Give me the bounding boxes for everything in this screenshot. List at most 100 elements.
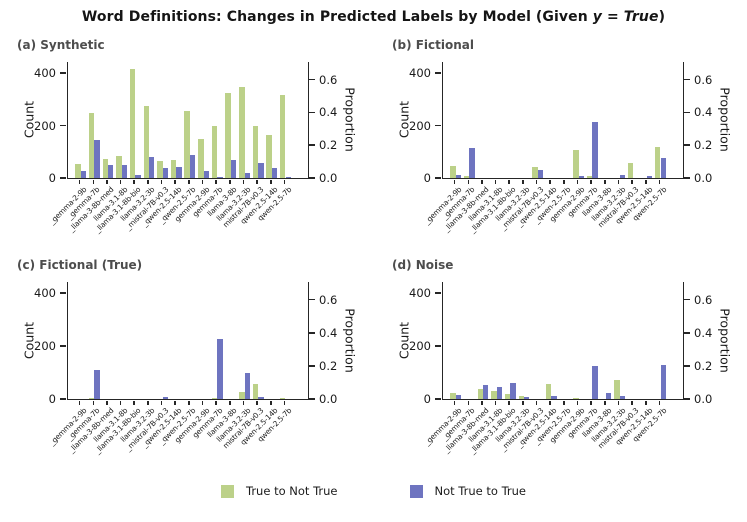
x-tick: [522, 179, 524, 184]
bar-true-to-not-true: [573, 149, 579, 178]
x-tick: [174, 400, 176, 405]
x-tick: [283, 400, 286, 405]
x-tick: [576, 400, 579, 405]
x-tick: [270, 179, 272, 184]
x-tick: [174, 179, 176, 184]
bar-true-to-not-true: [116, 155, 122, 178]
count-axis-label: Count: [21, 100, 37, 139]
proportion-tick-label: 0.4: [319, 325, 338, 340]
count-tick: [60, 292, 66, 294]
x-tick: [119, 179, 122, 184]
bar-not-true-to-true: [148, 157, 155, 178]
page-title-suffix: ): [658, 9, 666, 25]
proportion-tick-label: 0.2: [319, 138, 338, 153]
bar-true-to-not-true: [211, 397, 218, 399]
legend-swatch-green: [220, 484, 234, 498]
bar-true-to-not-true: [225, 92, 231, 178]
x-tick: [658, 179, 661, 184]
proportion-tick-label: 0.2: [694, 138, 713, 153]
count-tick-label: 0: [423, 171, 431, 185]
x-tick: [563, 400, 565, 405]
bar-not-true-to-true: [217, 176, 223, 178]
bar-not-true-to-true: [285, 176, 291, 178]
x-tick: [494, 179, 497, 184]
bar-true-to-not-true: [143, 106, 149, 178]
bar-not-true-to-true: [592, 121, 598, 178]
plot-area: [442, 62, 684, 179]
bar-not-true-to-true: [660, 158, 666, 178]
x-tick: [215, 400, 217, 405]
proportion-tick: [309, 398, 315, 400]
count-tick-label: 400: [409, 286, 431, 301]
x-tick: [160, 400, 163, 405]
bar-not-true-to-true: [592, 366, 598, 399]
bar-true-to-not-true: [573, 397, 579, 399]
x-tick: [453, 179, 456, 184]
bar-not-true-to-true: [94, 139, 100, 178]
bar-not-true-to-true: [258, 162, 264, 178]
proportion-tick: [684, 332, 690, 334]
bar-true-to-not-true: [627, 162, 634, 178]
bar-not-true-to-true: [217, 338, 223, 399]
x-tick: [467, 400, 469, 405]
proportion-tick: [309, 298, 315, 301]
x-tick: [229, 179, 231, 184]
count-axis-label: Count: [21, 321, 37, 359]
x-tick: [453, 400, 456, 405]
count-tick: [60, 72, 66, 74]
bar-true-to-not-true: [586, 176, 593, 178]
proportion-tick: [684, 398, 690, 400]
bar-true-to-not-true: [477, 389, 483, 399]
bar-true-to-not-true: [280, 397, 286, 399]
x-tick: [631, 179, 633, 184]
bar-true-to-not-true: [532, 166, 538, 178]
x-tick: [481, 400, 483, 405]
bar-true-to-not-true: [504, 393, 511, 399]
bar-true-to-not-true: [614, 380, 620, 399]
count-tick-label: 200: [34, 118, 56, 133]
proportion-tick-label: 0.6: [694, 292, 713, 307]
x-tick: [106, 179, 108, 184]
bar-true-to-not-true: [239, 86, 245, 178]
x-tick: [256, 400, 258, 405]
legend-label: Not True to True: [434, 484, 527, 498]
x-tick: [576, 179, 579, 184]
x-tick: [188, 400, 190, 405]
bar-not-true-to-true: [258, 397, 264, 399]
bar-not-true-to-true: [94, 369, 100, 399]
x-tick: [481, 179, 483, 184]
bar-true-to-not-true: [252, 126, 259, 178]
page-title: Word Definitions: Changes in Predicted L…: [0, 9, 747, 25]
x-tick: [242, 179, 245, 184]
subplot-title: (b) Fictional: [392, 38, 475, 52]
bar-not-true-to-true: [162, 168, 168, 178]
bar-not-true-to-true: [482, 385, 489, 399]
count-tick-label: 200: [34, 339, 56, 354]
count-tick-label: 400: [409, 66, 431, 81]
x-tick: [590, 179, 592, 184]
x-tick: [201, 400, 204, 405]
x-tick: [631, 400, 633, 405]
bar-not-true-to-true: [537, 169, 543, 178]
proportion-axis-label: Proportion: [717, 307, 733, 373]
count-tick: [60, 398, 66, 400]
bar-not-true-to-true: [244, 373, 250, 399]
x-tick: [645, 400, 647, 405]
bar-true-to-not-true: [198, 138, 204, 178]
x-tick: [270, 400, 272, 405]
proportion-tick: [309, 365, 315, 367]
count-tick-label: 400: [34, 286, 56, 301]
bar-not-true-to-true: [271, 167, 278, 178]
x-tick: [92, 400, 94, 405]
bar-not-true-to-true: [176, 166, 182, 178]
bar-not-true-to-true: [189, 154, 196, 178]
count-tick: [435, 345, 441, 347]
x-tick: [283, 179, 286, 184]
x-tick: [201, 179, 204, 184]
x-tick: [590, 400, 592, 405]
bar-not-true-to-true: [605, 392, 612, 399]
x-tick: [617, 179, 620, 184]
bar-not-true-to-true: [469, 148, 475, 178]
page-title-math: y = True: [592, 9, 659, 25]
